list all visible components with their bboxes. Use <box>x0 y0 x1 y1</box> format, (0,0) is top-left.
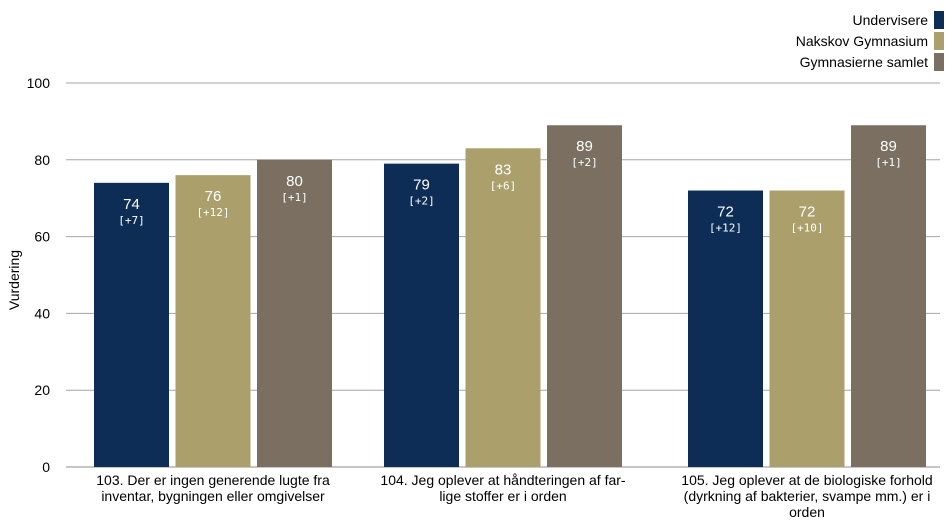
legend-swatch <box>934 53 944 71</box>
y-tick-label: 20 <box>34 382 50 398</box>
bar <box>384 163 459 467</box>
bar-delta-label: [+1] <box>875 156 902 169</box>
bar-value-label: 79 <box>413 177 430 194</box>
bars: 74[+7]76[+12]80[+1]79[+2]83[+6]89[+2]72[… <box>94 125 926 468</box>
bar-delta-label: [+2] <box>408 195 435 208</box>
bar <box>465 148 541 467</box>
bar-value-label: 83 <box>495 161 512 178</box>
bar <box>257 159 332 468</box>
bar <box>688 190 763 467</box>
legend-label: Undervisere <box>853 12 929 28</box>
bar <box>769 190 845 467</box>
bar <box>851 125 926 468</box>
y-tick-label: 0 <box>42 459 50 475</box>
legend-label: Gymnasierne samlet <box>800 54 928 70</box>
y-axis-label: Vurdering <box>6 250 22 310</box>
legend-swatch <box>934 32 944 50</box>
legend: Undervisere Nakskov Gymnasium Gymnasierne … <box>796 11 944 71</box>
bar-delta-label: [+2] <box>571 156 598 169</box>
category-label: lige stoffer er i orden <box>439 488 566 504</box>
bar <box>547 125 622 468</box>
y-axis-ticks: 0 20 40 60 80 100 <box>27 75 51 475</box>
category-label: orden <box>789 504 825 520</box>
legend-label: Nakskov Gymnasium <box>796 33 928 49</box>
bar <box>175 175 251 467</box>
category-labels: 103. Der er ingen generende lugte frainv… <box>96 472 932 520</box>
category-label: 103. Der er ingen generende lugte fra <box>96 472 330 488</box>
bar-value-label: 89 <box>880 138 897 155</box>
category-label: inventar, bygningen eller omgivelser <box>101 488 325 504</box>
bar-delta-label: [+1] <box>281 191 308 204</box>
bar-delta-label: [+6] <box>490 179 517 192</box>
category-label: (dyrkning af bakterier, svampe mm.) er i <box>684 488 931 504</box>
bar-value-label: 72 <box>799 204 816 221</box>
bar-delta-label: [+12] <box>196 206 229 219</box>
bar-delta-label: [+12] <box>709 222 742 235</box>
bar-delta-label: [+10] <box>790 222 823 235</box>
y-tick-label: 80 <box>34 152 50 168</box>
category-label: 105. Jeg oplever at de biologiske forhol… <box>681 472 932 488</box>
bar-delta-label: [+7] <box>118 214 145 227</box>
bar-value-label: 72 <box>717 204 734 221</box>
bar-value-label: 76 <box>205 188 222 205</box>
y-tick-label: 40 <box>34 305 50 321</box>
y-tick-label: 100 <box>27 75 51 91</box>
bar-value-label: 89 <box>576 138 593 155</box>
legend-swatch <box>934 11 944 29</box>
category-label: 104. Jeg oplever at håndteringen af far- <box>380 472 626 488</box>
bar <box>94 182 169 467</box>
bar-value-label: 74 <box>123 196 140 213</box>
bar-value-label: 80 <box>286 173 303 190</box>
y-tick-label: 60 <box>34 229 50 245</box>
